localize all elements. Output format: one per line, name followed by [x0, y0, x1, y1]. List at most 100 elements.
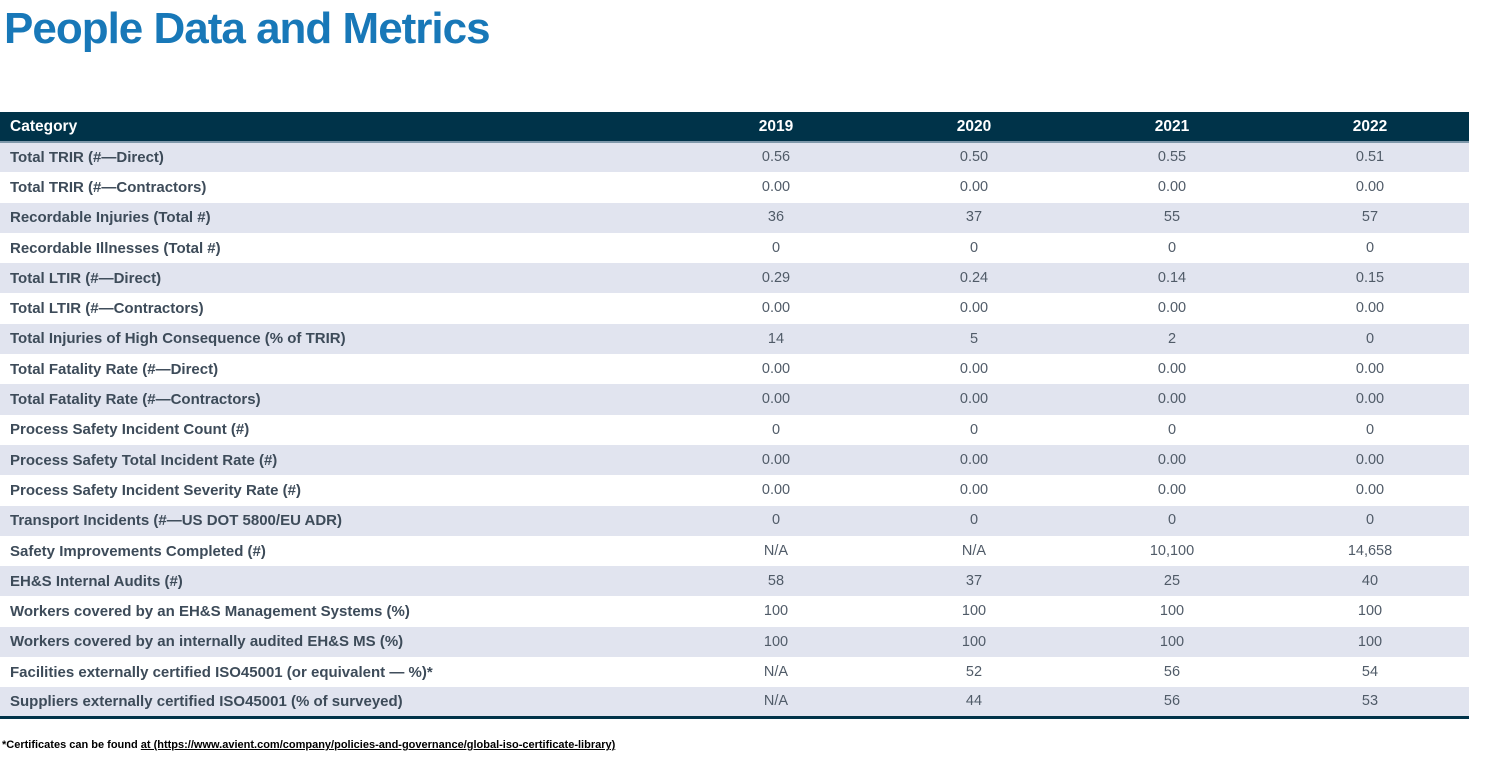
row-value-2022: 40: [1361, 573, 1379, 590]
table-row: Total Fatality Rate (#—Direct) 0.00 0.00 0.…: [0, 354, 1469, 385]
footnote: *Certificates can be found at (https://w…: [2, 739, 615, 751]
row-value-2021: 0.55: [1157, 149, 1187, 166]
table-row: Suppliers externally certified ISO45001 …: [0, 687, 1469, 718]
row-value-2020: 100: [961, 603, 987, 620]
row-value-2021: 0: [1167, 421, 1177, 438]
row-value-2020: 0.00: [959, 360, 989, 377]
row-value-2019: N/A: [763, 663, 789, 680]
row-value-2019: 0: [771, 239, 781, 256]
row-category-label: Total Fatality Rate (#—Contractors): [10, 391, 261, 409]
row-value-2022: 0.00: [1355, 300, 1385, 317]
table-row: Total LTIR (#—Contractors) 0.00 0.00 0.00 0.…: [0, 293, 1469, 324]
table-row: Transport Incidents (#—US DOT 5800/EU AD…: [0, 505, 1469, 536]
table-header-row: Category 2019 2020 2021 2022: [0, 112, 1469, 143]
row-value-2019: 0.00: [761, 300, 791, 317]
row-value-2019: 0.56: [761, 149, 791, 166]
column-header-category: Category: [0, 112, 677, 143]
table-row: Total Injuries of High Consequence (% of…: [0, 323, 1469, 355]
row-value-2019: 0: [771, 512, 781, 529]
row-category-label: Total LTIR (#—Contractors): [10, 300, 204, 318]
row-value-2021: 0.00: [1157, 451, 1187, 468]
row-value-2020: 5: [969, 330, 979, 347]
row-category-label: Total TRIR (#—Direct): [10, 149, 164, 167]
row-value-2019: 0: [771, 421, 781, 438]
row-value-2019: 0.00: [761, 482, 791, 499]
column-header-year-2019: 2019: [677, 112, 875, 143]
row-value-2019: 36: [767, 209, 785, 226]
row-value-2022: 57: [1361, 209, 1379, 226]
row-value-2022: 0: [1365, 330, 1375, 347]
row-value-2021: 0.00: [1157, 482, 1187, 499]
row-value-2021: 0.14: [1157, 270, 1187, 287]
row-value-2021: 0.00: [1157, 360, 1187, 377]
row-value-2021: 56: [1163, 693, 1181, 710]
row-category-label: Facilities externally certified ISO45001…: [10, 663, 433, 681]
row-value-2022: 0.00: [1355, 482, 1385, 499]
row-value-2020: 0: [969, 421, 979, 438]
row-value-2020: 0: [969, 512, 979, 529]
footnote-text: *Certificates can be found: [2, 739, 141, 751]
row-value-2022: 0.51: [1355, 149, 1385, 166]
certificate-library-link[interactable]: at (https://www.avient.com/company/polic…: [140, 739, 616, 751]
row-value-2022: 14,658: [1347, 542, 1393, 559]
row-value-2022: 100: [1357, 603, 1383, 620]
row-value-2022: 53: [1361, 693, 1379, 710]
row-value-2020: 0.00: [959, 391, 989, 408]
row-category-label: Workers covered by an EH&S Management Sy…: [10, 603, 410, 621]
table-row: Process Safety Incident Count (#) 0 0 0 0: [0, 414, 1469, 445]
row-value-2022: 0: [1365, 239, 1375, 256]
row-value-2022: 100: [1357, 633, 1383, 650]
table-header: Category 2019 2020 2021 2022: [0, 112, 1469, 143]
table-row: Total TRIR (#—Direct) 0.56 0.50 0.55 0.51: [0, 142, 1469, 173]
row-value-2021: 56: [1163, 663, 1181, 680]
column-header-year-2022: 2022: [1271, 112, 1469, 143]
row-value-2021: 0: [1167, 512, 1177, 529]
row-value-2022: 0.00: [1355, 391, 1385, 408]
row-value-2021: 100: [1159, 633, 1185, 650]
row-value-2021: 0: [1167, 239, 1177, 256]
row-value-2020: 37: [965, 209, 983, 226]
row-category-label: Recordable Illnesses (Total #): [10, 239, 221, 257]
table-row: Recordable Injuries (Total #) 36 37 55 57: [0, 202, 1469, 233]
row-value-2020: 0.00: [959, 300, 989, 317]
row-category-label: Recordable Injuries (Total #): [10, 209, 211, 227]
row-value-2021: 55: [1163, 209, 1181, 226]
table-row: Workers covered by an EH&S Management Sy…: [0, 596, 1469, 627]
table-body: Total TRIR (#—Direct) 0.56 0.50 0.55 0.51 Tot…: [0, 142, 1469, 718]
table-row: Process Safety Incident Severity Rate (#…: [0, 475, 1469, 506]
row-category-label: Total TRIR (#—Contractors): [10, 178, 207, 196]
row-value-2019: N/A: [763, 693, 789, 710]
row-category-label: Suppliers externally certified ISO45001 …: [10, 693, 403, 711]
row-value-2020: 37: [965, 573, 983, 590]
row-value-2020: 0: [969, 239, 979, 256]
row-value-2019: 0.29: [761, 270, 791, 287]
row-value-2019: 14: [767, 330, 785, 347]
table-row: Total LTIR (#—Direct) 0.29 0.24 0.14 0.15: [0, 263, 1469, 294]
row-category-label: Total Fatality Rate (#—Direct): [10, 360, 219, 378]
row-value-2021: 0.00: [1157, 391, 1187, 408]
row-value-2020: 0.50: [959, 149, 989, 166]
table-row: Workers covered by an internally audited…: [0, 626, 1469, 658]
row-value-2019: 0.00: [761, 391, 791, 408]
row-value-2020: 0.24: [959, 270, 989, 287]
row-value-2022: 0: [1365, 421, 1375, 438]
row-value-2019: 100: [763, 603, 789, 620]
row-value-2021: 10,100: [1149, 542, 1195, 559]
table-row: EH&S Internal Audits (#) 58 37 25 40: [0, 566, 1469, 597]
table-row: Total TRIR (#—Contractors) 0.00 0.00 0.00 0.…: [0, 172, 1469, 203]
people-data-metrics-table: Category 2019 2020 2021 2022 Total TRIR (#—D…: [0, 112, 1469, 720]
row-value-2022: 0.00: [1355, 451, 1385, 468]
table-row: Facilities externally certified ISO45001…: [0, 657, 1469, 688]
row-value-2020: 0.00: [959, 179, 989, 196]
row-value-2021: 0.00: [1157, 179, 1187, 196]
row-value-2020: 52: [965, 663, 983, 680]
table-row: Process Safety Total Incident Rate (#) 0.…: [0, 444, 1469, 476]
column-header-year-2020: 2020: [875, 112, 1073, 143]
row-value-2020: 100: [961, 633, 987, 650]
row-category-label: EH&S Internal Audits (#): [10, 572, 183, 590]
row-value-2021: 100: [1159, 603, 1185, 620]
row-value-2022: 0: [1365, 512, 1375, 529]
row-value-2022: 54: [1361, 663, 1379, 680]
row-value-2019: N/A: [763, 542, 789, 559]
